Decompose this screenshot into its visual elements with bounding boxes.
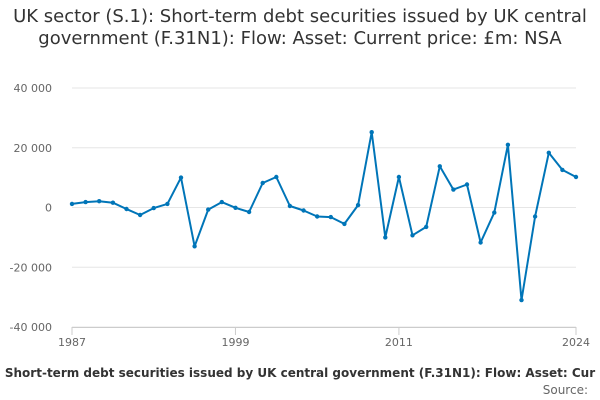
data-point [451,187,456,192]
data-point [424,224,429,230]
y-tick-label: 20 000 [14,142,53,155]
data-point [505,142,511,147]
data-point [110,200,116,205]
data-point [573,174,579,180]
data-point [315,214,320,219]
data-point [410,233,415,238]
data-point [355,202,361,208]
data-point [151,205,156,211]
data-point [137,212,143,218]
chart-title: UK sector (S.1): Short-term debt securit… [13,6,587,49]
data-point [369,130,374,135]
data-point [492,210,497,215]
y-tick-label: -20 000 [10,261,52,274]
series-layer [71,131,577,302]
data-point [437,164,442,169]
axis-layer: 40 000 20 000 0 -20 000 -40 000 1987 1999 2011 2… [10,82,590,349]
data-point [260,180,265,186]
legend-label: Short-term debt securities issued by UK … [4,366,596,380]
data-point [206,207,211,212]
x-tick-label: 2011 [385,336,413,349]
data-point [233,205,238,210]
y-tick-label: 40 000 [14,82,53,95]
data-point [328,214,333,220]
y-tick-label: -40 000 [10,321,52,334]
data-point [560,167,565,173]
data-point [478,240,483,245]
data-point [342,221,347,227]
source-label: Source: [542,383,588,397]
data-point [532,214,538,219]
data-point [97,199,102,204]
data-point [192,244,197,249]
data-point [464,182,470,187]
x-tick-label: 1987 [58,336,86,349]
x-tick-label: 2024 [562,336,590,349]
data-point [519,297,524,303]
grid-layer [72,87,576,328]
data-point [165,201,170,207]
data-point [546,150,551,155]
data-point [287,203,293,209]
data-point [178,175,184,180]
data-point [124,206,129,212]
data-point [83,199,88,205]
data-point [301,208,306,213]
y-tick-label: 0 [45,202,52,215]
data-point [396,174,402,180]
x-tick-label: 1999 [221,336,249,349]
data-point [383,235,388,240]
data-point [274,174,279,180]
data-point [69,201,75,207]
points-layer [69,130,579,303]
data-point [246,209,252,215]
data-point [219,199,224,205]
series-line [71,131,577,302]
